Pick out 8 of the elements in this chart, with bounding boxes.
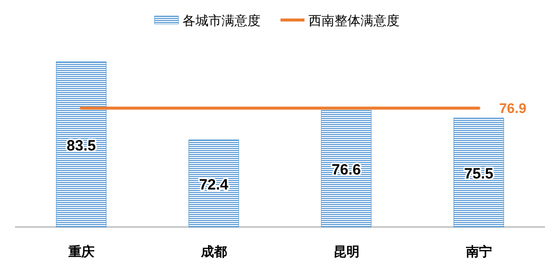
x-tick-label: 成都 (200, 244, 227, 259)
data-label: 76.9 (499, 100, 527, 116)
x-tick-label: 重庆 (67, 244, 94, 259)
data-label: 75.5 (464, 165, 494, 182)
legend-label: 各城市满意度 (182, 13, 260, 28)
legend-label: 西南整体满意度 (308, 13, 400, 28)
x-tick-label: 昆明 (333, 244, 360, 259)
x-tick-label: 南宁 (464, 244, 492, 259)
